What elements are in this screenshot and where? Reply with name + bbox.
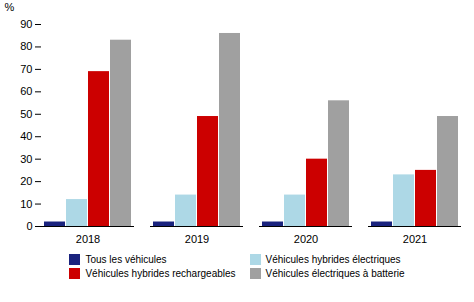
svg-text:90: 90 bbox=[20, 18, 32, 30]
html-text:Véhicules électriques à batter: Véhicules électriques à batterie bbox=[265, 268, 405, 279]
svg-text:70: 70 bbox=[20, 63, 32, 75]
svg-text:10: 10 bbox=[20, 198, 32, 210]
html-text:Véhicules hybrides électriques: Véhicules hybrides électriques bbox=[265, 254, 401, 265]
svg-text:80: 80 bbox=[20, 40, 32, 52]
svg-text:2020: 2020 bbox=[294, 233, 318, 245]
html-text:Tous les véhicules: Tous les véhicules bbox=[85, 254, 167, 265]
svg-text:2019: 2019 bbox=[185, 233, 209, 245]
svg-text:20: 20 bbox=[20, 175, 32, 187]
svg-text:0: 0 bbox=[26, 220, 32, 232]
svg-text:30: 30 bbox=[20, 153, 32, 165]
svg-text:%: % bbox=[5, 1, 15, 13]
svg-text:60: 60 bbox=[20, 85, 32, 97]
svg-text:2018: 2018 bbox=[76, 233, 100, 245]
svg-text:2021: 2021 bbox=[403, 233, 427, 245]
html-text:Véhicules hybrides rechargeabl: Véhicules hybrides rechargeables bbox=[85, 268, 236, 279]
svg-text:40: 40 bbox=[20, 130, 32, 142]
svg-text:50: 50 bbox=[20, 108, 32, 120]
